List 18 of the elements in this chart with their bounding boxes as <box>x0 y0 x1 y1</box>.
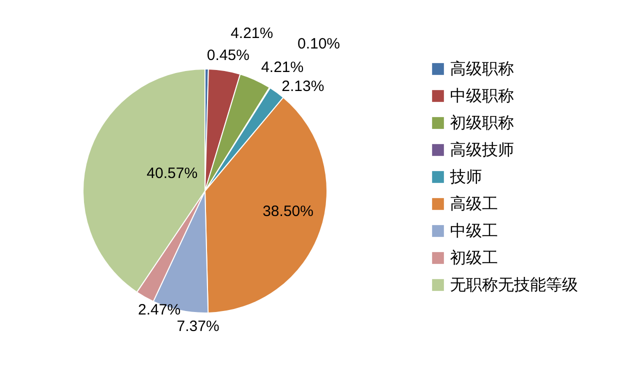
data-label: 2.13% <box>282 78 324 95</box>
legend-label: 初级工 <box>450 248 498 267</box>
legend-label: 高级职称 <box>450 59 514 78</box>
data-label: 2.47% <box>138 301 181 318</box>
legend-label: 中级工 <box>450 221 498 240</box>
data-label: 0.10% <box>297 36 340 53</box>
legend-label: 初级职称 <box>450 113 514 132</box>
data-label: 4.21% <box>230 25 274 42</box>
data-label: 38.50% <box>262 203 314 220</box>
data-label: 40.57% <box>146 165 198 182</box>
legend-label: 技师 <box>449 167 482 186</box>
data-label: 0.45% <box>206 47 250 64</box>
legend-label: 无职称无技能等级 <box>450 275 578 294</box>
data-label: 4.21% <box>261 59 304 76</box>
data-label: 7.37% <box>176 318 220 336</box>
legend-label: 高级技师 <box>450 140 514 159</box>
legend-label: 中级职称 <box>450 86 514 105</box>
legend-label: 高级工 <box>450 194 498 213</box>
